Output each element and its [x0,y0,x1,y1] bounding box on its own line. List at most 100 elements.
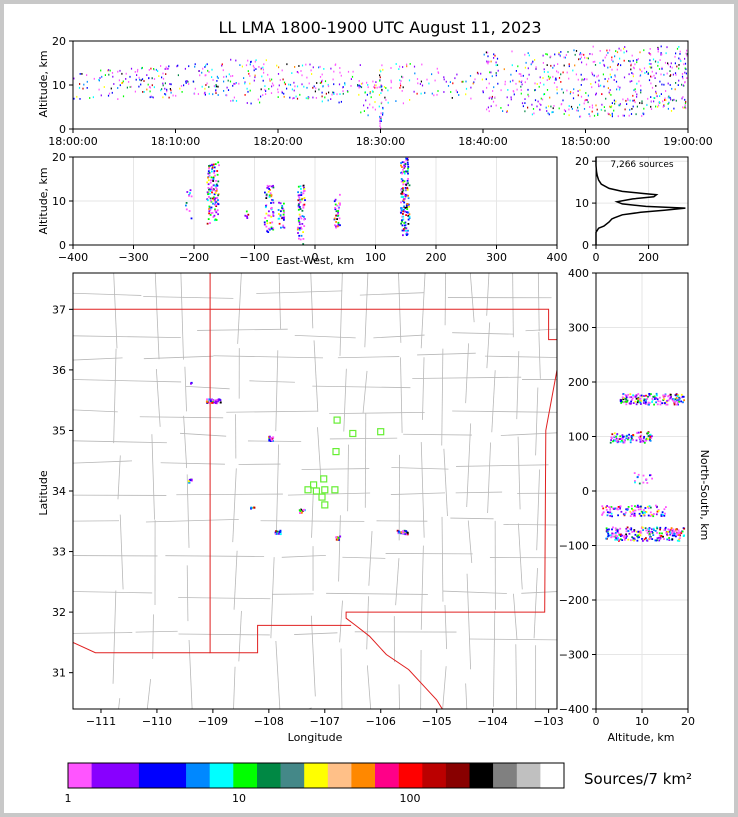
time-height-xtick-label: 18:50:00 [561,135,610,148]
time-height-source [534,59,536,61]
ew-height-source [297,191,299,194]
time-height-source [148,69,150,71]
ew-height-source [403,201,406,204]
time-height-source [227,89,230,91]
lma-station-marker [321,501,329,509]
time-height-source [675,82,677,84]
time-height-source [381,85,383,88]
plan-view-source [400,531,403,534]
alt-ns-source [649,474,651,477]
time-height-source [591,104,593,107]
alt-ns-source [660,535,663,537]
time-height-source [406,65,408,68]
time-height-source [618,47,620,50]
alt-ns-source [643,511,645,514]
time-height-source [535,66,537,69]
ew-height-source [214,218,217,221]
ew-height-source [210,212,213,214]
colorbar-swatch [91,763,116,788]
time-height-source [480,72,482,75]
time-height-source [360,111,362,114]
data-points [73,45,688,542]
colorbar-swatch [375,763,399,788]
time-height-source [485,78,487,81]
time-height-source [598,79,600,82]
county-boundary [452,332,514,335]
time-height-source [531,113,533,116]
alt-ns-source [622,393,625,395]
time-height-source [486,61,488,64]
time-height-source [671,87,673,90]
alt-ns-ytick-label: 0 [582,485,589,498]
ew-height-source [302,231,304,233]
ew-height-source [214,208,216,211]
alt-ns-source [643,538,646,541]
county-boundary [213,355,324,359]
alt-ns-source [659,400,662,403]
time-height-source [221,64,223,67]
time-height-source [455,89,457,92]
time-height-source [306,76,308,79]
time-height-source [572,92,574,94]
ew-height-source [206,191,209,194]
ew-height-source [266,184,269,187]
ew-height-source [400,178,403,180]
time-height-source [572,69,574,72]
plan-view-source [275,530,278,533]
alt-histogram-xtick-label: 0 [593,251,600,264]
time-height-source [553,105,555,107]
time-height-source [211,76,213,78]
ew-height-source [401,229,404,232]
plan-view-source [270,439,273,442]
time-height-source [230,100,232,102]
alt-ns-source [642,513,645,516]
time-height-source [286,87,288,90]
ew-height-source [402,228,405,230]
ew-height-source [405,233,408,235]
time-height-source [139,78,141,81]
time-height-source [607,66,609,69]
time-height-source [556,92,558,95]
time-height-source [491,95,493,98]
time-height-source [216,80,218,82]
alt-ns-source [652,515,655,518]
alt-ns-source [626,399,629,402]
ew-height-source [210,179,212,182]
county-boundary [364,273,369,348]
time-height-source [584,78,586,80]
time-height-source [662,105,664,108]
time-height-source [289,83,292,86]
time-height-source [384,96,386,99]
alt-ns-source [640,515,643,517]
alt-ns-source [649,439,652,442]
time-height-source [136,74,138,76]
ew-height-source [209,222,211,224]
plan-view-source [276,530,279,533]
time-height-source [542,62,544,64]
ew-height-source [407,197,410,200]
ew-height-source [300,226,302,229]
alt-ns-source [645,478,648,481]
time-height-source [550,55,552,58]
colorbar-swatch [209,763,234,788]
time-height-source [420,80,422,83]
alt-ns-source [634,505,636,508]
alt-ns-source [651,513,654,516]
time-height-source [609,66,611,68]
alt-histogram-ytick-label: 0 [582,239,589,252]
alt-ns-source [649,536,651,538]
alt-ns-source [677,533,679,535]
ew-height-source [402,210,404,213]
time-height-source [321,80,323,83]
time-height-source [516,88,518,91]
time-height-source [172,94,174,97]
alt-ns-source [624,394,627,396]
alt-ns-source [637,431,640,434]
time-height-axes [72,40,689,130]
ew-height-source [266,187,269,189]
time-height-source [265,59,267,62]
time-height-source [339,93,341,95]
alt-ns-source [628,402,631,405]
time-height-source [261,75,263,78]
time-height-source [229,80,232,83]
